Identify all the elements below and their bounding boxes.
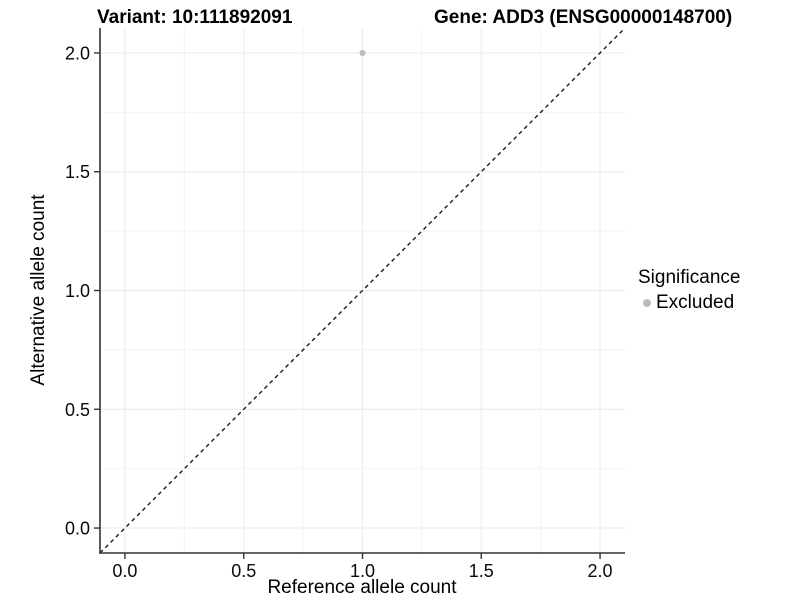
y-tick-label: 1.0 [65,281,90,301]
x-tick-label: 1.5 [469,561,494,581]
x-tick-label: 1.0 [350,561,375,581]
x-tick-label: 0.0 [112,561,137,581]
legend-point-marker-icon [643,299,651,307]
legend: Significance Excluded [638,266,740,314]
legend-title: Significance [638,267,741,288]
data-point-excluded [359,49,366,56]
y-tick-label: 0.0 [65,519,90,539]
x-tick-label: 2.0 [588,561,613,581]
y-tick-label: 0.5 [65,400,90,420]
y-tick-label: 1.5 [65,162,90,182]
axis-layer: 0.0 0.5 1.0 1.5 2.0 0.0 0.5 1.0 1.5 2.0 [65,28,625,581]
x-tick-label: 0.5 [231,561,256,581]
mark-layer [99,27,626,554]
legend-entry-label: Excluded [656,292,735,313]
y-axis-title: Alternative allele count [28,194,49,386]
y-tick-label: 2.0 [65,43,90,63]
gene-title: Gene: ADD3 (ENSG00000148700) [434,7,732,28]
x-axis-title: Reference allele count [267,577,457,598]
legend-entry-excluded: Excluded [638,292,740,314]
variant-title: Variant: 10:111892091 [97,7,293,28]
identity-dashed-line [99,27,626,554]
